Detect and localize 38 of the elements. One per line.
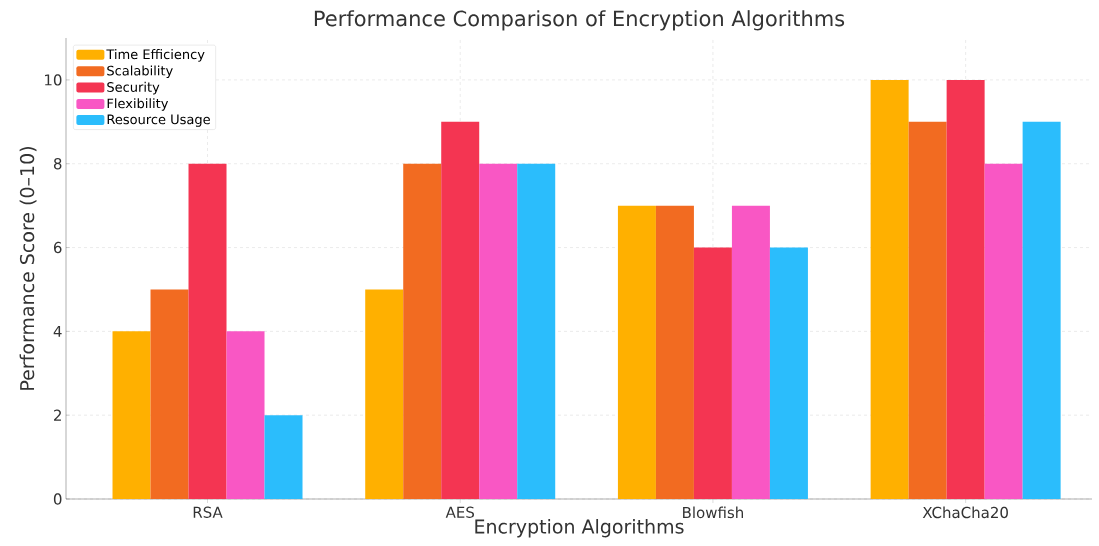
- bar: [112, 331, 151, 499]
- bar: [984, 163, 1023, 499]
- legend-label: Flexibility: [107, 98, 169, 111]
- x-axis-title: Encryption Algorithms: [475, 519, 684, 538]
- bar: [946, 79, 985, 499]
- y-tick-label: 4: [53, 325, 62, 337]
- legend-label: Resource Usage: [107, 114, 210, 127]
- x-tick-label: RSA: [193, 506, 223, 518]
- bar: [403, 163, 442, 499]
- x-tick-label: XChaCha20: [922, 506, 1008, 519]
- chart-title: Performance Comparison of Encryption Algorithms: [314, 10, 845, 31]
- bar: [693, 247, 732, 499]
- bar: [769, 247, 808, 499]
- y-tick-label: 8: [53, 158, 62, 170]
- bar: [1022, 121, 1061, 499]
- bar: [365, 289, 404, 499]
- bar: [731, 205, 770, 499]
- bar: [517, 163, 556, 499]
- bar: [441, 121, 480, 499]
- x-tick-label: AES: [445, 506, 475, 518]
- bar: [264, 415, 303, 499]
- legend-label: Scalability: [107, 65, 173, 79]
- y-tick-label: 2: [54, 409, 61, 421]
- bar: [188, 163, 227, 499]
- bar: [226, 331, 265, 499]
- bar: [617, 205, 656, 499]
- bar: [479, 163, 518, 499]
- legend-label: Time Efficiency: [106, 49, 205, 62]
- legend-label: Security: [107, 81, 160, 95]
- y-tick-label: 0: [53, 493, 62, 505]
- y-axis-title: Performance Score (0–10): [19, 147, 37, 390]
- bar: [655, 205, 694, 499]
- bar: [150, 289, 189, 499]
- bar: [908, 121, 947, 499]
- y-tick-label: 6: [53, 241, 62, 254]
- bar: [870, 79, 909, 499]
- y-tick-label: 10: [45, 74, 62, 86]
- x-tick-label: Blowfish: [683, 506, 743, 519]
